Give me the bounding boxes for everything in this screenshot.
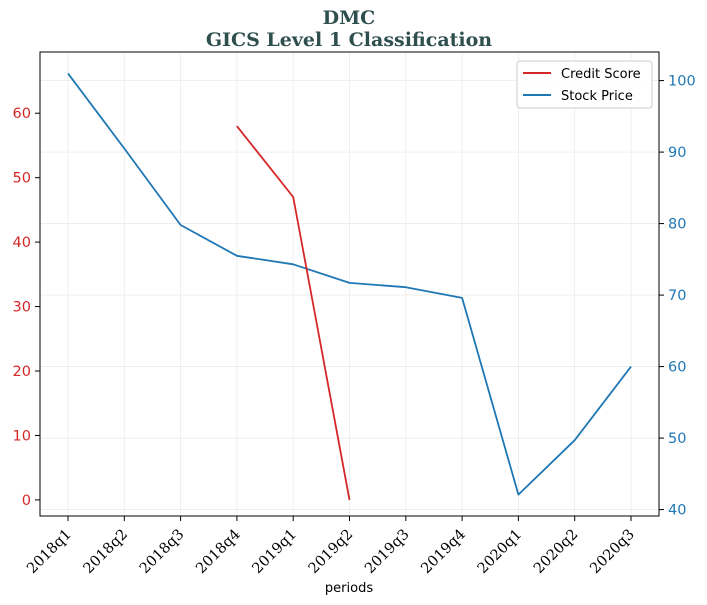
left-tick-label: 20 xyxy=(13,364,31,380)
legend: Credit Score Stock Price xyxy=(516,60,653,109)
left-tick-label: 60 xyxy=(13,106,31,122)
x-tick-label: 2019q4 xyxy=(418,527,469,578)
x-tick-label: 2020q3 xyxy=(587,527,638,578)
left-tick-label: 30 xyxy=(13,300,31,316)
left-axis: 0 10 20 30 40 50 60 xyxy=(13,106,40,509)
x-axis: 2018q1 2018q2 2018q3 2018q4 2019q1 2019q2 2019… xyxy=(24,516,638,577)
right-tick-label: 90 xyxy=(668,145,686,161)
chart-subtitle: GICS Level 1 Classification xyxy=(206,29,492,51)
legend-label-stock-price: Stock Price xyxy=(561,89,633,104)
x-tick-label: 2020q2 xyxy=(531,527,582,578)
left-tick-label: 0 xyxy=(22,493,31,509)
left-tick-label: 40 xyxy=(13,235,31,251)
legend-label-credit-score: Credit Score xyxy=(561,67,641,82)
x-tick-label: 2020q1 xyxy=(475,527,526,578)
grid xyxy=(40,52,659,516)
series-line-credit-score xyxy=(236,125,351,501)
right-tick-label: 40 xyxy=(668,503,686,519)
chart-title: DMC xyxy=(323,7,376,29)
x-tick-label: 2019q2 xyxy=(306,527,357,578)
right-tick-label: 100 xyxy=(668,74,696,90)
x-axis-label: periods xyxy=(325,581,373,596)
right-tick-label: 70 xyxy=(668,288,686,304)
x-tick-label: 2018q1 xyxy=(24,527,75,578)
left-tick-label: 50 xyxy=(13,171,31,187)
right-tick-label: 80 xyxy=(668,217,686,233)
x-tick-label: 2018q3 xyxy=(137,527,188,578)
right-tick-label: 60 xyxy=(668,360,686,376)
series-line-stock-price xyxy=(67,72,632,496)
right-tick-label: 50 xyxy=(668,431,686,447)
x-tick-label: 2019q1 xyxy=(250,527,301,578)
x-tick-label: 2018q2 xyxy=(81,527,132,578)
right-axis: 40 50 60 70 80 90 100 xyxy=(659,74,696,519)
x-tick-label: 2019q3 xyxy=(362,527,413,578)
series-layer xyxy=(67,72,632,501)
x-tick-label: 2018q4 xyxy=(193,527,244,578)
left-tick-label: 10 xyxy=(13,428,31,444)
